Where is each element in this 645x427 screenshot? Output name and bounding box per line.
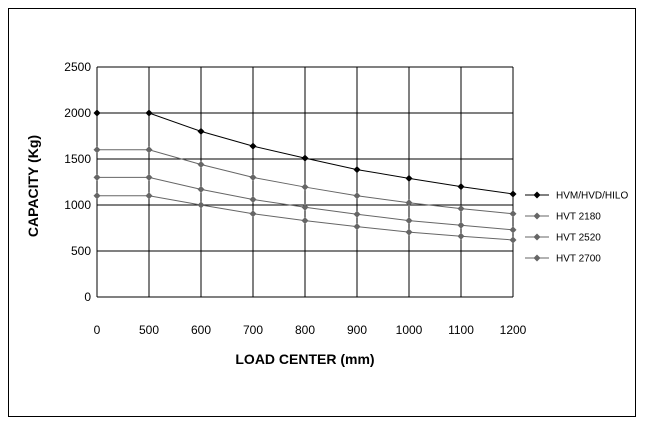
data-point <box>353 210 361 218</box>
x-axis-title: LOAD CENTER (mm) <box>235 351 374 367</box>
x-tick-label: 900 <box>347 323 367 337</box>
data-point <box>145 173 153 181</box>
data-point <box>509 210 517 218</box>
x-tick-label: 1000 <box>396 323 423 337</box>
legend: HVM/HVD/HILO HVT 2180 HVT 2520 HVT 2700 <box>525 191 628 265</box>
data-point <box>405 217 413 225</box>
data-point <box>457 221 465 229</box>
legend-marker <box>533 233 541 241</box>
data-point <box>457 232 465 240</box>
x-tick-label: 1100 <box>448 323 474 337</box>
legend-label: HVT 2520 <box>556 233 601 244</box>
data-point <box>457 205 465 213</box>
data-point <box>301 183 309 191</box>
data-point <box>145 109 153 117</box>
data-point <box>353 166 361 174</box>
data-point <box>93 146 101 154</box>
data-point <box>93 173 101 181</box>
data-point <box>405 174 413 182</box>
y-tick-label: 2500 <box>64 60 91 74</box>
data-point <box>249 173 257 181</box>
y-tick-label: 500 <box>71 244 91 258</box>
data-point <box>145 192 153 200</box>
grid-lines <box>96 66 514 298</box>
data-point <box>197 201 205 209</box>
data-point <box>405 228 413 236</box>
y-axis-title: CAPACITY (Kg) <box>25 135 41 237</box>
legend-marker <box>533 254 541 262</box>
data-point <box>509 190 517 198</box>
x-axis-ticks: 0 500 600 700 800 900 1000 1100 1200 <box>94 323 527 337</box>
data-point <box>249 195 257 203</box>
y-tick-label: 0 <box>84 290 91 304</box>
x-tick-label: 0 <box>94 323 101 337</box>
series-group <box>93 109 517 244</box>
legend-label: HVT 2700 <box>556 254 601 265</box>
legend-label: HVM/HVD/HILO <box>556 191 628 202</box>
x-tick-label: 500 <box>139 323 159 337</box>
y-axis-ticks: 0 500 1000 1500 2000 2500 <box>64 60 91 304</box>
data-point <box>197 185 205 193</box>
legend-marker <box>533 191 541 199</box>
data-point <box>457 183 465 191</box>
data-point <box>197 127 205 135</box>
data-point <box>301 154 309 162</box>
data-point <box>249 210 257 218</box>
y-tick-label: 1500 <box>64 152 91 166</box>
chart-frame <box>8 8 636 417</box>
data-point <box>301 217 309 225</box>
y-tick-label: 1000 <box>64 198 91 212</box>
data-point <box>405 199 413 207</box>
x-tick-label: 800 <box>295 323 315 337</box>
data-point <box>249 142 257 150</box>
x-tick-label: 700 <box>243 323 263 337</box>
legend-marker <box>533 212 541 220</box>
data-point <box>145 146 153 154</box>
data-point <box>353 192 361 200</box>
data-point <box>93 192 101 200</box>
x-tick-label: 1200 <box>500 323 527 337</box>
data-point <box>353 223 361 231</box>
data-point <box>509 226 517 234</box>
data-point <box>301 203 309 211</box>
data-point <box>93 109 101 117</box>
y-tick-label: 2000 <box>64 106 91 120</box>
data-point <box>197 161 205 169</box>
x-tick-label: 600 <box>191 323 211 337</box>
data-point <box>509 236 517 244</box>
legend-label: HVT 2180 <box>556 212 601 223</box>
